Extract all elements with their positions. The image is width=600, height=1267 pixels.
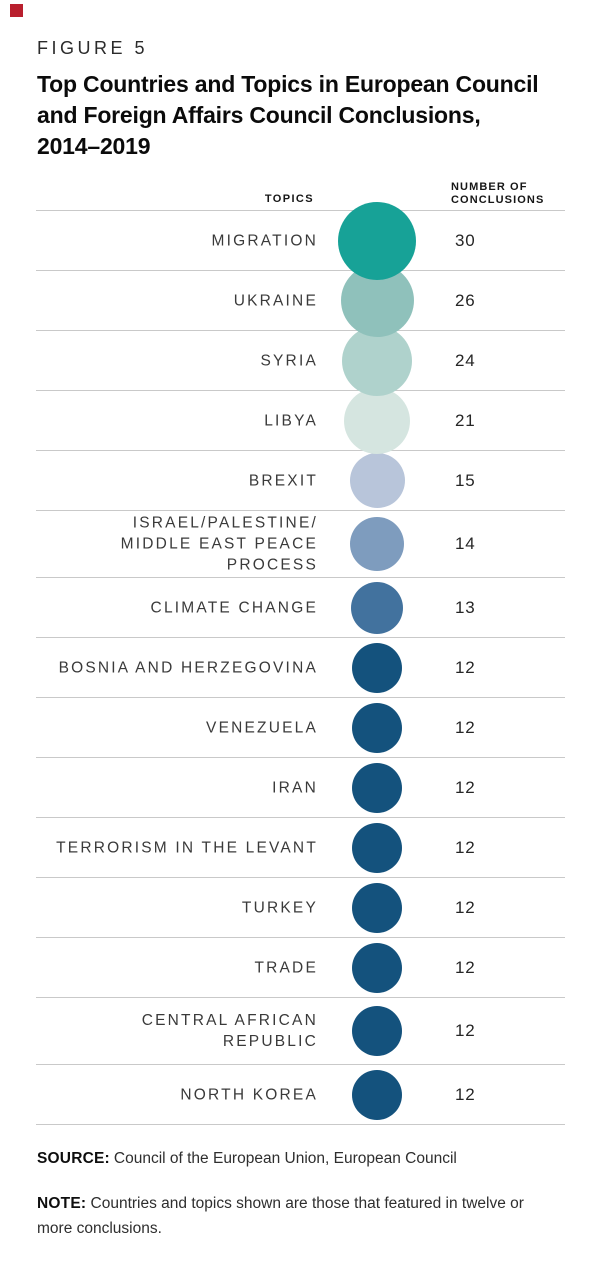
table-row: TURKEY 12 — [36, 877, 565, 937]
table-row: BREXIT 15 — [36, 450, 565, 510]
chart-column-headers: TOPICS NUMBER OF CONCLUSIONS — [36, 175, 565, 210]
topic-label: SYRIA — [260, 352, 318, 369]
figure-header: FIGURE 5 Top Countries and Topics in Eur… — [37, 38, 567, 162]
table-row: IRAN 12 — [36, 757, 565, 817]
topic-label: NORTH KOREA — [180, 1086, 318, 1103]
topic-label: UKRAINE — [233, 292, 318, 309]
conclusion-count: 13 — [455, 597, 476, 617]
table-row: CLIMATE CHANGE 13 — [36, 577, 565, 637]
bubble — [344, 388, 410, 454]
note-line: NOTE: Countries and topics shown are tho… — [37, 1191, 572, 1241]
source-line: SOURCE: Council of the European Union, Eu… — [37, 1150, 572, 1168]
conclusion-count: 26 — [455, 290, 476, 310]
note-label: NOTE: — [37, 1195, 87, 1212]
bubble — [352, 763, 402, 813]
table-row: UKRAINE 26 — [36, 264, 565, 337]
topic-label: IRAN — [272, 779, 318, 796]
conclusion-count: 12 — [455, 717, 476, 737]
conclusion-count: 14 — [455, 534, 476, 553]
table-row: TERRORISM IN THE LEVANT 12 — [36, 817, 565, 877]
conclusion-count: 12 — [455, 897, 476, 917]
bubble — [352, 943, 402, 993]
conclusion-count: 12 — [455, 957, 476, 977]
topic-label: ISRAEL/PALESTINE/ MIDDLE EAST PEACE PROC… — [120, 514, 318, 574]
table-row: ISRAEL/PALESTINE/ MIDDLE EAST PEACE PROC… — [36, 510, 565, 577]
bubble — [352, 823, 402, 873]
table-row: NORTH KOREA 12 — [36, 1064, 565, 1125]
conclusion-count: 21 — [455, 410, 476, 430]
topic-label: VENEZUELA — [206, 719, 318, 736]
bubble — [352, 643, 402, 693]
bubble — [338, 202, 416, 280]
conclusion-count: 24 — [455, 350, 476, 370]
brand-mark-red-square — [10, 4, 23, 17]
conclusion-count: 12 — [455, 657, 476, 677]
conclusion-count: 12 — [455, 1084, 476, 1104]
topic-label: TERRORISM IN THE LEVANT — [56, 839, 318, 856]
bubble — [351, 582, 403, 634]
bubble — [342, 326, 412, 396]
figure-title: Top Countries and Topics in European Cou… — [37, 71, 539, 159]
conclusion-count: 30 — [455, 230, 476, 250]
topic-label: CENTRAL AFRICAN REPUBLIC — [141, 1012, 318, 1050]
chart-rows: MIGRATION 30 UKRAINE 26 SYRIA 24 LIBYA 2… — [36, 202, 565, 1125]
table-row: SYRIA 24 — [36, 326, 565, 396]
topic-label: TRADE — [254, 959, 318, 976]
bubble — [352, 703, 402, 753]
bubble — [352, 883, 402, 933]
topic-label: BOSNIA AND HERZEGOVINA — [58, 659, 318, 676]
table-row: VENEZUELA 12 — [36, 697, 565, 757]
source-text: Council of the European Union, European … — [113, 1150, 457, 1167]
bubble — [349, 453, 405, 508]
topic-label: BREXIT — [248, 472, 318, 489]
bubble-chart: TOPICS NUMBER OF CONCLUSIONS MIGRATION 3… — [36, 175, 565, 1125]
conclusion-count: 12 — [455, 1021, 476, 1040]
conclusion-count: 15 — [455, 470, 476, 490]
bubble — [352, 1006, 402, 1056]
topic-label: TURKEY — [241, 899, 318, 916]
note-text: Countries and topics shown are those tha… — [37, 1195, 524, 1237]
topic-label: CLIMATE CHANGE — [150, 599, 318, 616]
topic-label: LIBYA — [264, 412, 318, 429]
table-row: BOSNIA AND HERZEGOVINA 12 — [36, 637, 565, 697]
bubble — [352, 1070, 402, 1120]
topic-label: MIGRATION — [211, 232, 318, 249]
column-header-topics: TOPICS — [264, 193, 314, 205]
conclusion-count: 12 — [455, 777, 476, 797]
conclusion-count: 12 — [455, 837, 476, 857]
table-row: MIGRATION 30 — [36, 202, 565, 280]
table-row: TRADE 12 — [36, 937, 565, 997]
table-row: LIBYA 21 — [36, 388, 565, 454]
bubble — [350, 517, 404, 571]
figure-number-label: FIGURE 5 — [37, 38, 149, 58]
table-row: CENTRAL AFRICAN REPUBLIC 12 — [36, 997, 565, 1064]
column-header-number-of-conclusions: NUMBER OF CONCLUSIONS — [451, 181, 545, 206]
source-label: SOURCE: — [37, 1150, 110, 1167]
